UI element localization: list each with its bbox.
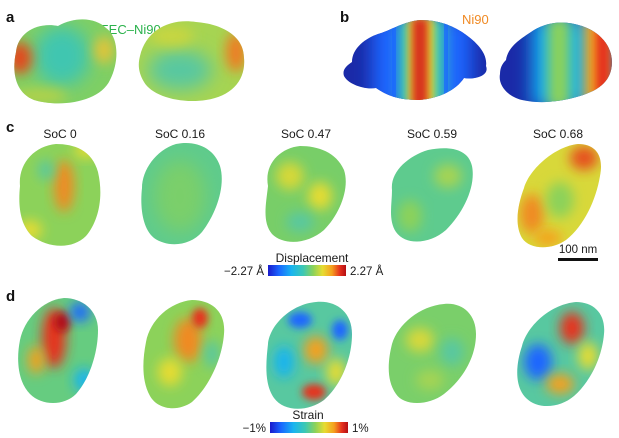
strain-particle-soc-0-68 [517, 302, 605, 407]
displacement-colorbar-min: −2.27 Å [224, 265, 264, 278]
strain-particle-soc-0-59 [388, 303, 476, 403]
soc-label-2: SoC 0.16 [155, 127, 205, 141]
soc-label-5: SoC 0.68 [533, 127, 583, 141]
strain-particle-soc-0-47 [266, 301, 352, 409]
displacement-particle-soc-0 [19, 144, 101, 246]
strain-particle-soc-0 [18, 298, 98, 403]
strain-colorbar-title: Strain [292, 408, 323, 422]
panel-a-letter: a [6, 9, 15, 26]
scale-bar [558, 258, 598, 261]
scale-bar-label: 100 nm [559, 244, 597, 256]
panel-a-particle-2 [138, 21, 245, 102]
panel-d-letter: d [6, 288, 15, 305]
strain-particle-soc-0-16 [143, 300, 225, 409]
panel-b-particle-2 [499, 22, 612, 103]
strain-colorbar-max: 1% [352, 423, 369, 435]
panel-c-letter: c [6, 119, 14, 136]
sample-label-eec-ni90: EEC–Ni90 [100, 22, 161, 37]
soc-label-3: SoC 0.47 [281, 127, 331, 141]
displacement-particle-soc-0-16 [141, 142, 222, 245]
displacement-colorbar-title: Displacement [276, 251, 349, 265]
displacement-colorbar [268, 265, 346, 276]
sample-label-ni90: Ni90 [462, 12, 489, 27]
soc-label-4: SoC 0.59 [407, 127, 457, 141]
displacement-particle-soc-0-47 [265, 146, 346, 242]
panel-b-letter: b [340, 9, 349, 26]
soc-label-1: SoC 0 [43, 127, 77, 141]
strain-colorbar-min: −1% [243, 423, 266, 435]
strain-colorbar [270, 422, 348, 433]
displacement-particle-soc-0-59 [391, 148, 473, 242]
displacement-colorbar-max: 2.27 Å [350, 265, 384, 278]
displacement-particle-soc-0-68 [517, 144, 602, 248]
